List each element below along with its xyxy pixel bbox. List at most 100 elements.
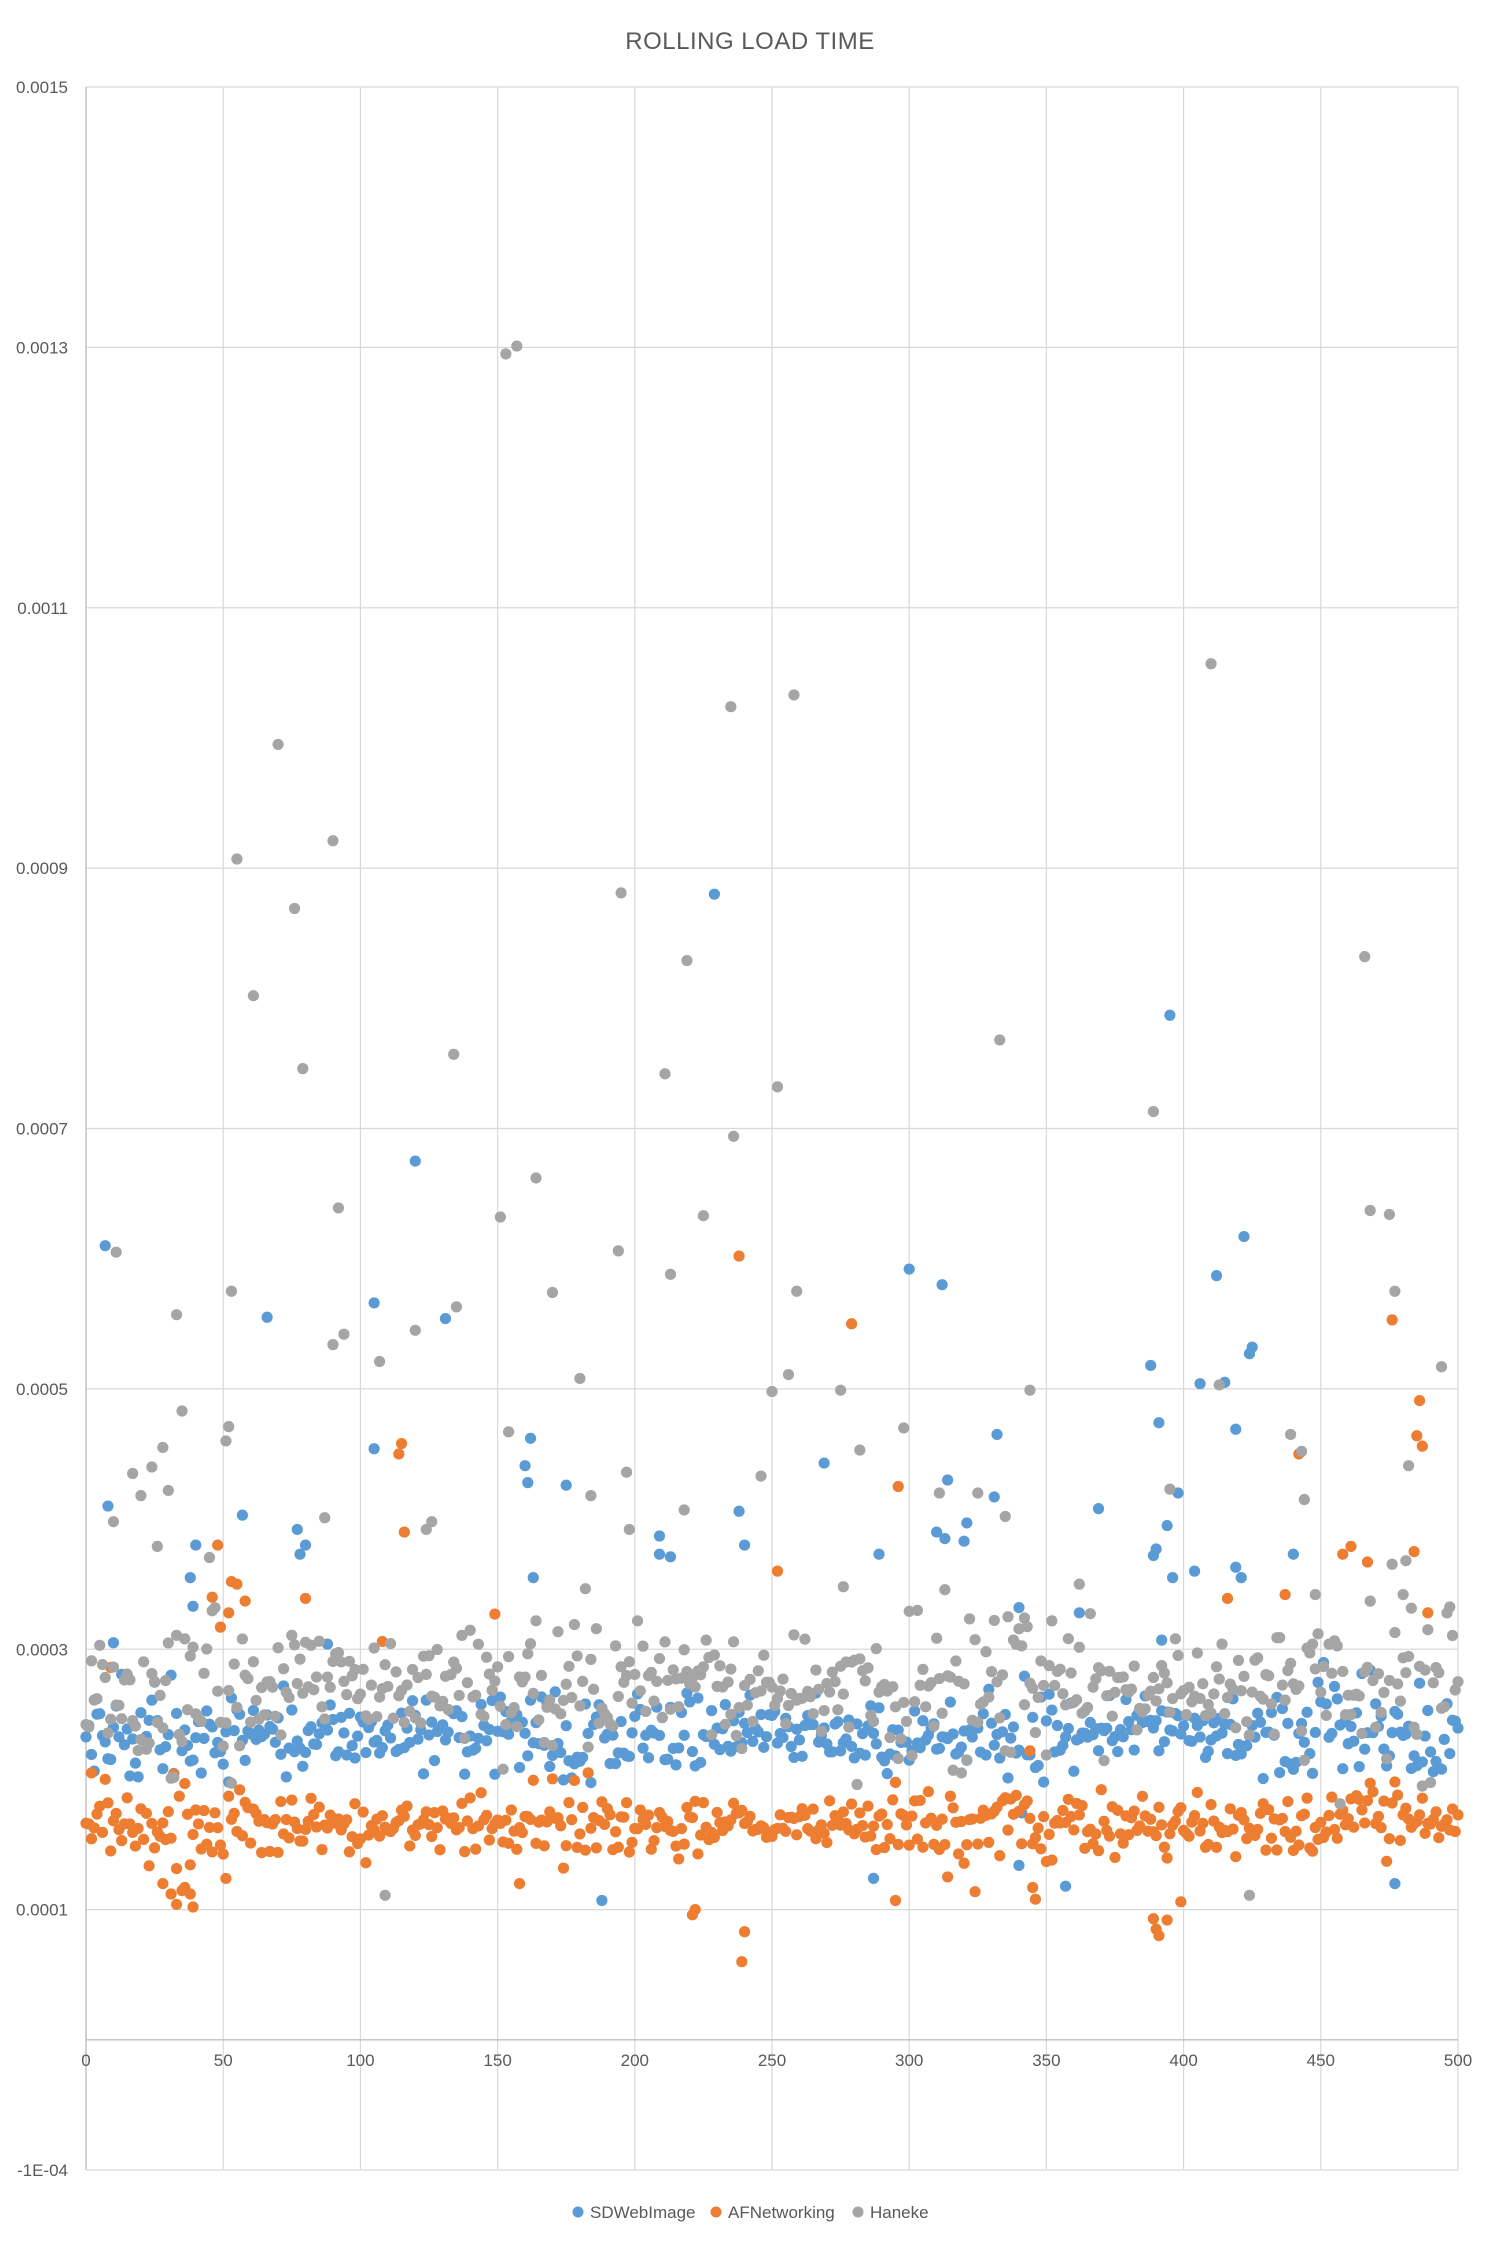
data-point xyxy=(516,1827,528,1839)
data-point xyxy=(423,1650,435,1662)
data-point xyxy=(481,1735,493,1747)
data-point xyxy=(667,1664,679,1676)
data-point-outlier xyxy=(1164,1483,1176,1495)
data-point xyxy=(1419,1827,1431,1839)
data-point xyxy=(859,1749,871,1761)
data-point xyxy=(308,1684,320,1696)
data-point-outlier xyxy=(1188,1565,1201,1577)
data-point xyxy=(1438,1733,1450,1745)
data-point xyxy=(892,1838,904,1851)
data-point-outlier xyxy=(1147,1913,1160,1925)
data-point xyxy=(1386,1727,1398,1739)
data-point-outlier xyxy=(187,1600,199,1612)
data-point-outlier xyxy=(708,888,720,900)
data-point xyxy=(1334,1798,1346,1810)
data-point xyxy=(1345,1720,1357,1733)
data-point xyxy=(568,1618,581,1631)
data-point xyxy=(1361,1795,1374,1807)
data-point xyxy=(963,1613,976,1625)
data-point xyxy=(124,1818,136,1830)
x-tick-label: 250 xyxy=(758,2051,786,2070)
data-point-outlier xyxy=(903,1263,915,1275)
data-point xyxy=(722,1676,734,1688)
data-point xyxy=(1293,1839,1305,1851)
data-point xyxy=(456,1711,468,1723)
x-tick-label: 150 xyxy=(483,2051,511,2070)
data-point xyxy=(1413,1677,1426,1689)
data-point xyxy=(179,1633,191,1645)
data-point xyxy=(1306,1767,1319,1779)
data-point-outlier xyxy=(110,1246,122,1258)
data-point xyxy=(1356,1804,1368,1816)
data-point xyxy=(297,1835,309,1847)
data-point-outlier xyxy=(936,1279,948,1291)
y-tick-label: 0.0015 xyxy=(16,78,68,97)
data-point xyxy=(502,1728,515,1740)
data-point xyxy=(577,1801,589,1813)
data-point xyxy=(604,1809,616,1821)
legend-marker xyxy=(572,2206,584,2218)
data-point-outlier xyxy=(1024,1384,1036,1396)
data-point xyxy=(88,1822,100,1834)
data-point xyxy=(994,1712,1006,1724)
data-point xyxy=(898,1696,910,1709)
data-point xyxy=(1315,1816,1327,1828)
data-point xyxy=(1232,1654,1245,1666)
data-point xyxy=(1128,1744,1140,1756)
data-point xyxy=(1079,1842,1091,1854)
data-point xyxy=(1136,1790,1149,1802)
data-point xyxy=(898,1809,910,1822)
data-point-outlier xyxy=(1359,951,1371,963)
data-point xyxy=(579,1844,592,1856)
data-point-outlier xyxy=(1092,1503,1105,1515)
data-point xyxy=(1312,1628,1324,1640)
data-point xyxy=(972,1838,984,1850)
data-point-outlier xyxy=(502,1426,515,1438)
data-series xyxy=(80,340,1464,1968)
x-tick-label: 500 xyxy=(1444,2051,1472,2070)
data-point xyxy=(1150,1830,1162,1842)
data-point xyxy=(223,1790,235,1802)
data-point xyxy=(1038,1811,1050,1823)
data-point xyxy=(1038,1679,1050,1692)
data-point xyxy=(116,1713,128,1725)
data-point xyxy=(1367,1786,1379,1798)
data-point xyxy=(121,1792,133,1804)
data-point-outlier xyxy=(85,1767,98,1779)
data-point xyxy=(184,1650,196,1662)
x-tick-label: 400 xyxy=(1169,2051,1197,2070)
data-point xyxy=(1197,1817,1209,1829)
data-point xyxy=(398,1810,410,1822)
data-point xyxy=(1117,1731,1129,1743)
data-point xyxy=(634,1804,646,1816)
data-point-outlier xyxy=(1383,1208,1395,1221)
data-point xyxy=(508,1701,520,1714)
data-point xyxy=(686,1745,699,1758)
data-point xyxy=(988,1739,1000,1751)
data-point xyxy=(758,1741,770,1753)
data-point xyxy=(815,1819,827,1831)
data-point xyxy=(1049,1679,1061,1692)
data-point-outlier xyxy=(409,1324,421,1336)
x-tick-label: 100 xyxy=(346,2051,374,2070)
data-point xyxy=(642,1809,655,1821)
data-point xyxy=(459,1732,471,1744)
data-point xyxy=(1150,1715,1162,1727)
data-point-outlier xyxy=(771,1081,784,1093)
x-tick-label: 300 xyxy=(895,2051,923,2070)
data-point xyxy=(1364,1777,1376,1789)
data-point-outlier xyxy=(184,1888,196,1900)
data-point xyxy=(124,1674,136,1686)
data-point xyxy=(1095,1784,1107,1796)
data-point xyxy=(955,1741,967,1753)
data-point xyxy=(708,1831,720,1843)
series-AFNetworking xyxy=(80,1250,1464,1968)
data-point xyxy=(124,1770,136,1782)
data-point xyxy=(851,1778,863,1791)
data-point xyxy=(181,1808,194,1820)
data-point xyxy=(555,1708,567,1720)
data-point xyxy=(357,1806,369,1818)
data-point xyxy=(799,1633,811,1645)
data-point-outlier xyxy=(854,1444,866,1456)
data-point-outlier xyxy=(519,1460,531,1472)
